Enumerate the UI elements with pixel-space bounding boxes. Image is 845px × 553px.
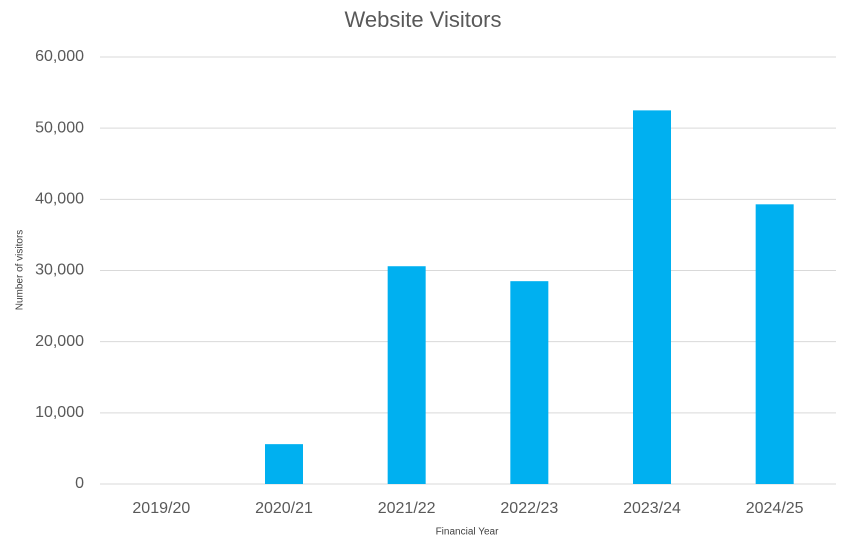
bar — [755, 204, 794, 484]
y-tick-label: 30,000 — [35, 262, 84, 279]
x-tick-label: 2019/20 — [132, 500, 190, 517]
y-tick-label: 10,000 — [35, 404, 84, 421]
bar — [510, 281, 549, 484]
x-tick-label: 2023/24 — [623, 500, 681, 517]
y-tick-label: 40,000 — [35, 191, 84, 208]
bar — [387, 266, 426, 484]
x-tick-label: 2021/22 — [378, 500, 436, 517]
y-tick-label: 50,000 — [35, 119, 84, 136]
x-tick-label: 2020/21 — [255, 500, 313, 517]
bar — [265, 444, 303, 484]
y-tick-label: 0 — [75, 475, 84, 492]
bar — [633, 110, 671, 484]
x-tick-label: 2022/23 — [500, 500, 558, 517]
y-axis-label: Number of visitors — [15, 230, 26, 311]
x-tick-label: 2024/25 — [746, 500, 804, 517]
chart-title: Website Visitors — [345, 7, 502, 32]
y-tick-label: 60,000 — [35, 48, 84, 65]
y-tick-label: 20,000 — [35, 333, 84, 350]
x-axis-label: Financial Year — [436, 527, 499, 538]
